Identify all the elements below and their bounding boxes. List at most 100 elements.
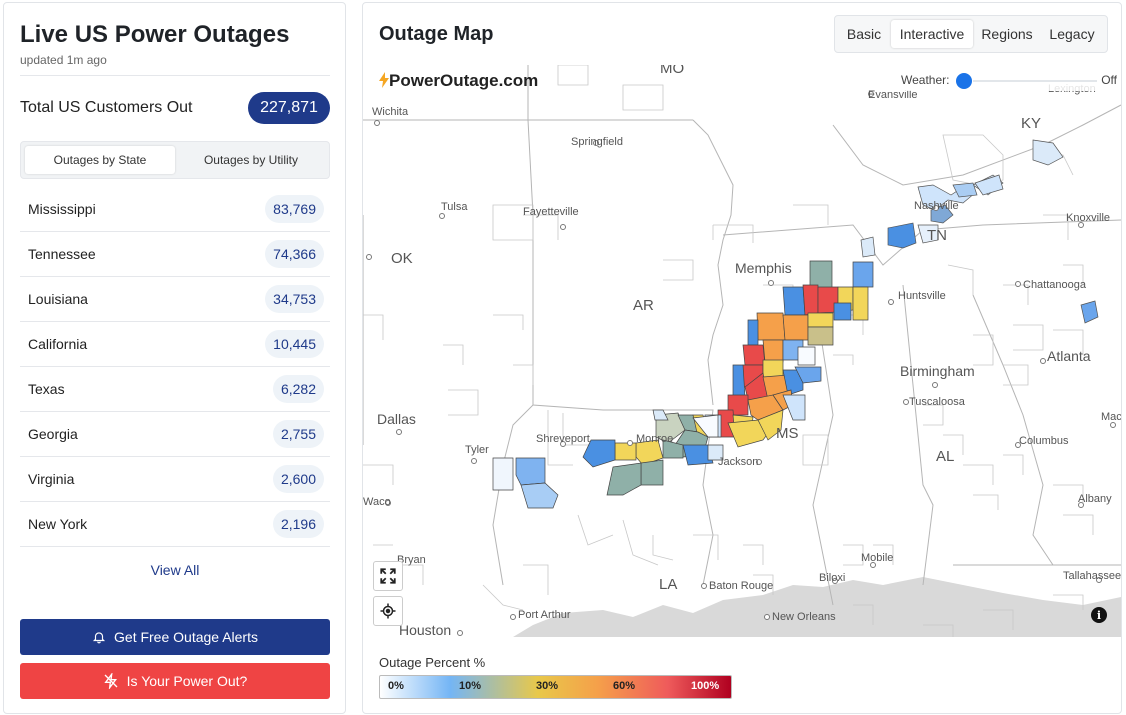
- legend-tick: 30%: [536, 680, 559, 692]
- state-label: MS: [776, 425, 799, 442]
- mode-legacy[interactable]: Legacy: [1049, 26, 1095, 42]
- outage-counties-east: [952, 174, 1099, 324]
- outage-map-panel: Outage Map Basic Interactive Regions Leg…: [362, 2, 1122, 714]
- state-borders: [363, 65, 1121, 606]
- tab-outages-by-utility[interactable]: Outages by Utility: [203, 153, 299, 167]
- weather-slider-track: [973, 80, 1097, 82]
- state-row[interactable]: California 10,445: [20, 322, 330, 367]
- city-label: Wichita: [372, 106, 409, 118]
- total-customers-badge: 227,871: [248, 92, 330, 124]
- city-label: Knoxville: [1066, 212, 1110, 224]
- city-label: Chattanooga: [1023, 279, 1087, 291]
- legend-tick: 100%: [691, 680, 720, 692]
- locate-button[interactable]: [373, 596, 403, 626]
- weather-toggle[interactable]: Weather: Off: [897, 69, 1119, 91]
- state-count: 34,753: [265, 285, 324, 313]
- city-label: Tyler: [465, 444, 489, 456]
- view-all-link[interactable]: View All: [150, 562, 200, 578]
- city-label: Huntsville: [898, 290, 946, 302]
- bell-icon: [92, 632, 106, 644]
- get-alerts-button[interactable]: Get Free Outage Alerts: [20, 619, 330, 655]
- outage-counties-tn: [860, 139, 1064, 258]
- legend-tick: 10%: [459, 680, 482, 692]
- power-off-icon: [104, 673, 118, 689]
- city-label: Mac: [1101, 411, 1121, 423]
- state-row[interactable]: Texas 6,282: [20, 367, 330, 412]
- outage-summary-panel: Live US Power Outages updated 1m ago Tot…: [3, 2, 346, 714]
- crosshair-icon: [380, 603, 396, 619]
- city-label: Shreveport: [536, 433, 590, 445]
- is-power-out-button[interactable]: Is Your Power Out?: [20, 663, 330, 699]
- city-label: Nashville: [914, 200, 959, 212]
- bolt-icon: [379, 72, 389, 88]
- state-name: Georgia: [28, 426, 78, 442]
- mode-basic[interactable]: Basic: [846, 26, 882, 42]
- legend-tick: 0%: [388, 680, 404, 692]
- city-label: Houston: [399, 622, 451, 637]
- state-row[interactable]: New York 2,196: [20, 502, 330, 547]
- city-label: Evansville: [868, 89, 918, 101]
- state-count: 83,769: [265, 195, 324, 223]
- city-label: Mobile: [861, 552, 893, 564]
- state-count: 2,755: [272, 420, 324, 448]
- state-row[interactable]: Tennessee 74,366: [20, 232, 330, 277]
- county-borders: [363, 65, 1094, 637]
- outage-map[interactable]: MO KY OK AR TN MS AL LA Wichita Springfi…: [363, 65, 1121, 637]
- city-label: Bryan: [397, 554, 426, 566]
- state-count: 74,366: [265, 240, 324, 268]
- tab-outages-by-state[interactable]: Outages by State: [25, 146, 175, 174]
- city-label: Tallahassee: [1063, 570, 1121, 582]
- outage-tabs: Outages by State Outages by Utility: [20, 141, 330, 179]
- outage-counties-ms: [704, 260, 874, 448]
- city-label: Port Arthur: [518, 609, 571, 621]
- city-label: New Orleans: [772, 611, 836, 623]
- city-label: Dallas: [377, 411, 416, 427]
- legend-title: Outage Percent %: [379, 655, 486, 670]
- legend-tick: 60%: [613, 680, 636, 692]
- state-row[interactable]: Georgia 2,755: [20, 412, 330, 457]
- city-label: Memphis: [735, 260, 792, 276]
- state-count: 2,600: [272, 465, 324, 493]
- state-name: Tennessee: [28, 246, 96, 262]
- weather-slider-knob[interactable]: [956, 73, 972, 89]
- gulf-water: [513, 577, 1121, 637]
- mode-interactive[interactable]: Interactive: [891, 20, 973, 48]
- city-label: Atlanta: [1047, 348, 1091, 364]
- state-count: 6,282: [272, 375, 324, 403]
- get-alerts-label: Get Free Outage Alerts: [114, 629, 258, 645]
- state-label: OK: [391, 250, 413, 267]
- state-label: LA: [659, 576, 677, 593]
- city-label: Birmingham: [900, 363, 975, 379]
- logo-text: PowerOutage.com: [389, 71, 539, 90]
- state-name: Mississippi: [28, 201, 96, 217]
- info-icon[interactable]: i: [1091, 607, 1107, 623]
- state-row[interactable]: Louisiana 34,753: [20, 277, 330, 322]
- state-count: 2,196: [272, 510, 324, 538]
- state-name: Louisiana: [28, 291, 88, 307]
- outage-counties-la: [492, 409, 724, 509]
- city-markers: [366, 91, 1116, 636]
- city-label: Columbus: [1019, 435, 1069, 447]
- state-label: KY: [1021, 115, 1041, 132]
- city-label: Albany: [1078, 493, 1112, 505]
- map-title: Outage Map: [379, 23, 494, 45]
- state-name: New York: [28, 516, 88, 532]
- state-label: TN: [927, 227, 947, 244]
- city-label: Tuscaloosa: [909, 396, 966, 408]
- city-label: Biloxi: [819, 572, 845, 584]
- is-power-out-label: Is Your Power Out?: [126, 673, 248, 689]
- fullscreen-button[interactable]: [373, 561, 403, 591]
- map-mode-switcher: Basic Interactive Regions Legacy: [834, 15, 1108, 53]
- total-customers-label: Total US Customers Out: [20, 99, 193, 116]
- state-row[interactable]: Virginia 2,600: [20, 457, 330, 502]
- outage-percent-legend: 0% 10% 30% 60% 100%: [379, 675, 732, 699]
- weather-state: Off: [1101, 73, 1117, 87]
- divider: [20, 75, 330, 76]
- poweroutage-logo: PowerOutage.com: [379, 71, 538, 91]
- state-count: 10,445: [265, 330, 324, 358]
- state-label: AR: [633, 297, 654, 314]
- city-label: Fayetteville: [523, 206, 579, 218]
- expand-icon: [380, 568, 396, 584]
- state-row[interactable]: Mississippi 83,769: [20, 187, 330, 232]
- mode-regions[interactable]: Regions: [981, 26, 1033, 42]
